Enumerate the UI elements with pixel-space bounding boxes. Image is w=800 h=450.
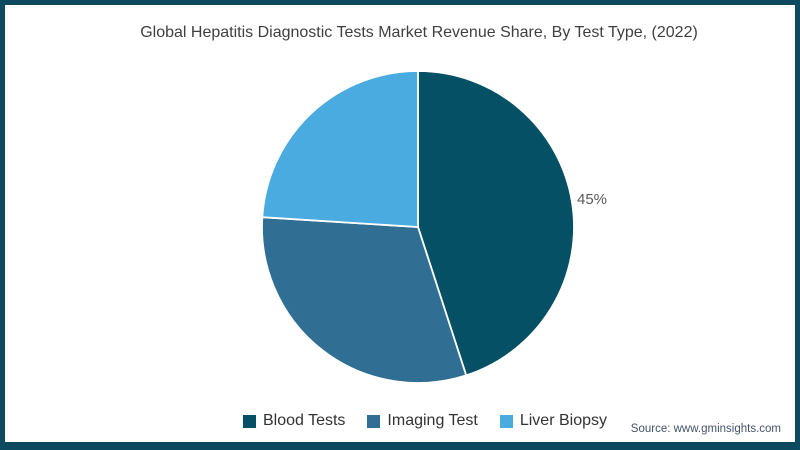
pie-slice-liver-biopsy (261, 70, 419, 228)
source-attribution: Source: www.gminsights.com (630, 423, 781, 435)
chart-title: Global Hepatitis Diagnostic Tests Market… (140, 24, 698, 41)
pie-slice-imaging-test (261, 216, 468, 384)
pie-chart (260, 69, 576, 385)
chart-legend: Blood Tests Imaging Test Liver Biopsy (243, 412, 607, 430)
legend-swatch-liver-biopsy-icon (499, 414, 513, 428)
legend-item-blood-tests: Blood Tests (243, 412, 345, 430)
legend-label-imaging-test: Imaging Test (387, 412, 478, 429)
legend-label-liver-biopsy: Liver Biopsy (519, 412, 607, 429)
legend-label-blood-tests: Blood Tests (263, 412, 346, 429)
legend-swatch-imaging-test-icon (367, 414, 381, 428)
legend-item-liver-biopsy: Liver Biopsy (499, 412, 607, 430)
data-label-blood-tests: 45% (577, 191, 608, 208)
pie-slice-blood-tests (417, 70, 575, 377)
legend-swatch-blood-tests-icon (243, 414, 256, 428)
pie-chart-svg (261, 70, 575, 384)
legend-item-imaging-test: Imaging Test (367, 412, 478, 430)
